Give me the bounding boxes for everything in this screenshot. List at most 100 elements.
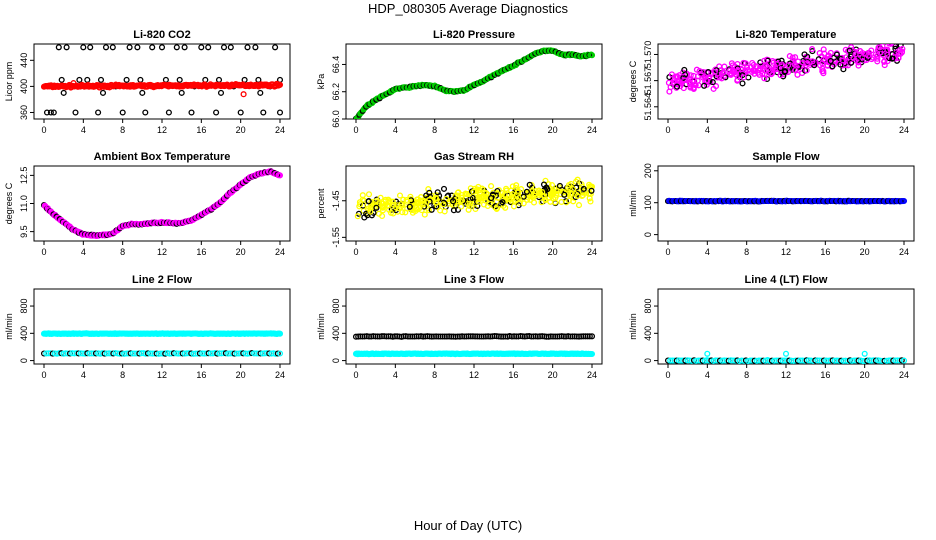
x-tick-label: 24 [899,370,909,380]
y-tick-label: 100 [643,195,653,210]
data-point [791,61,798,68]
data-point [751,70,758,77]
data-point [842,46,849,53]
data-point [848,59,855,66]
plot-frame [657,288,915,365]
data-point [574,176,581,183]
data-point [502,204,509,211]
data-point [162,76,169,83]
data-point [718,75,725,82]
y-axis-label: ml/min [628,190,638,217]
x-tick-label: 4 [393,125,398,135]
x-tick-label: 12 [157,247,167,257]
y-tick-label: 400 [643,326,653,341]
data-point [377,194,384,201]
data-point [863,50,870,57]
data-point [510,203,518,210]
data-point [70,80,77,87]
x-tick-label: 8 [432,247,437,257]
x-tick-label: 24 [899,125,909,135]
y-tick-label: 66.4 [331,56,341,74]
panel-title: Line 2 Flow [132,274,192,286]
x-tick-label: 20 [860,370,870,380]
y-tick-label: 51.570 [643,41,653,69]
data-point [667,84,674,91]
data-point [819,65,826,72]
data-point [55,44,62,51]
data-point [734,77,741,84]
data-point [567,180,575,187]
data-point [744,66,751,74]
x-tick-label: 20 [860,125,870,135]
data-point [706,74,713,81]
x-tick-label: 12 [781,125,791,135]
data-point [681,77,688,84]
panel-title: Li-820 Temperature [736,29,837,41]
data-point [76,76,83,83]
x-tick-label: 20 [548,370,558,380]
data-point [855,62,862,69]
data-point [509,183,516,190]
y-axis-label: kPa [316,74,326,90]
data-point [440,185,448,192]
data-point [540,181,548,188]
data-point [181,44,188,51]
data-point [573,184,580,191]
data-point [509,191,516,198]
data-point [492,192,499,199]
data-point [795,58,802,65]
y-tick-label: 66.0 [331,110,341,128]
data-point [789,54,796,61]
data-point [711,68,718,75]
data-point [407,193,414,200]
data-point [874,58,881,65]
data-point [897,50,904,57]
data-point [43,109,51,116]
data-point [686,79,693,86]
figure-title: HDP_080305 Average Diagnostics [368,1,568,16]
x-tick-label: 20 [548,247,558,257]
data-point [276,81,284,88]
data-point [588,183,596,190]
data-point [354,213,361,220]
data-point [778,61,785,68]
data-point [739,80,746,87]
data-point [859,54,866,61]
y-axis-label: ml/min [628,313,638,340]
x-tick-label: 8 [120,370,125,380]
data-point [721,63,728,70]
y-tick-label: 800 [19,299,29,314]
y-axis-label: ml/min [316,313,326,340]
points-layer [40,330,284,357]
data-point [47,109,54,116]
data-point [378,200,386,207]
data-point [488,183,495,190]
data-point [274,350,281,357]
panel-title: Li-820 CO2 [133,29,190,41]
data-point [178,89,185,96]
data-point [764,63,771,71]
data-point [188,109,195,116]
data-point [701,82,708,89]
data-point [87,44,94,51]
data-point [515,194,522,202]
data-point [257,89,264,96]
data-point [694,77,701,84]
points-layer [664,197,908,205]
x-tick-label: 16 [820,247,830,257]
y-tick-label: -1.55 [331,227,341,248]
x-tick-label: 16 [196,247,206,257]
data-point [848,44,855,51]
x-tick-label: 4 [705,247,710,257]
x-tick-label: 12 [469,125,479,135]
x-tick-label: 24 [587,125,597,135]
data-point [109,44,116,51]
x-tick-label: 8 [432,370,437,380]
data-point [820,46,827,53]
data-point [566,186,574,193]
y-tick-label: 66.2 [331,83,341,101]
data-point [692,81,699,89]
x-tick-label: 4 [81,125,86,135]
data-point [95,109,102,116]
data-point [554,188,561,195]
